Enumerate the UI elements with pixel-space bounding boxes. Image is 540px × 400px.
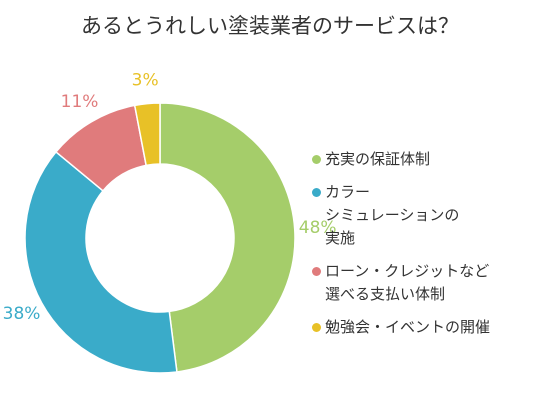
data-label-3: 11%: [61, 92, 99, 112]
legend-item-1: 充実の保証体制: [312, 148, 537, 171]
legend-marker-icon: [312, 155, 321, 164]
data-label-2: 38%: [3, 304, 41, 324]
legend-marker-icon: [312, 188, 321, 197]
legend-label: ローン・クレジットなど 選べる支払い体制: [325, 262, 490, 303]
legend: 充実の保証体制カラー シミュレーションの 実施ローン・クレジットなど 選べる支払…: [312, 148, 537, 349]
legend-marker-icon: [312, 323, 321, 332]
chart-title: あるとうれしい塗装業者のサービスは？: [81, 14, 459, 38]
legend-marker-icon: [312, 267, 321, 276]
data-label-4: 3%: [132, 71, 159, 91]
legend-label: 勉強会・イベントの開催: [325, 318, 491, 336]
donut-slice-1: [159, 102, 296, 373]
legend-item-4: 勉強会・イベントの開催: [312, 316, 537, 339]
legend-label: 充実の保証体制: [325, 150, 431, 168]
data-label-1: 48%: [299, 218, 337, 238]
legend-item-3: ローン・クレジットなど 選べる支払い体制: [312, 260, 537, 306]
legend-item-2: カラー シミュレーションの 実施: [312, 181, 537, 250]
donut-slice-2: [24, 150, 178, 374]
legend-label: カラー シミュレーションの 実施: [325, 183, 460, 247]
donut-slice-4: [133, 102, 161, 167]
